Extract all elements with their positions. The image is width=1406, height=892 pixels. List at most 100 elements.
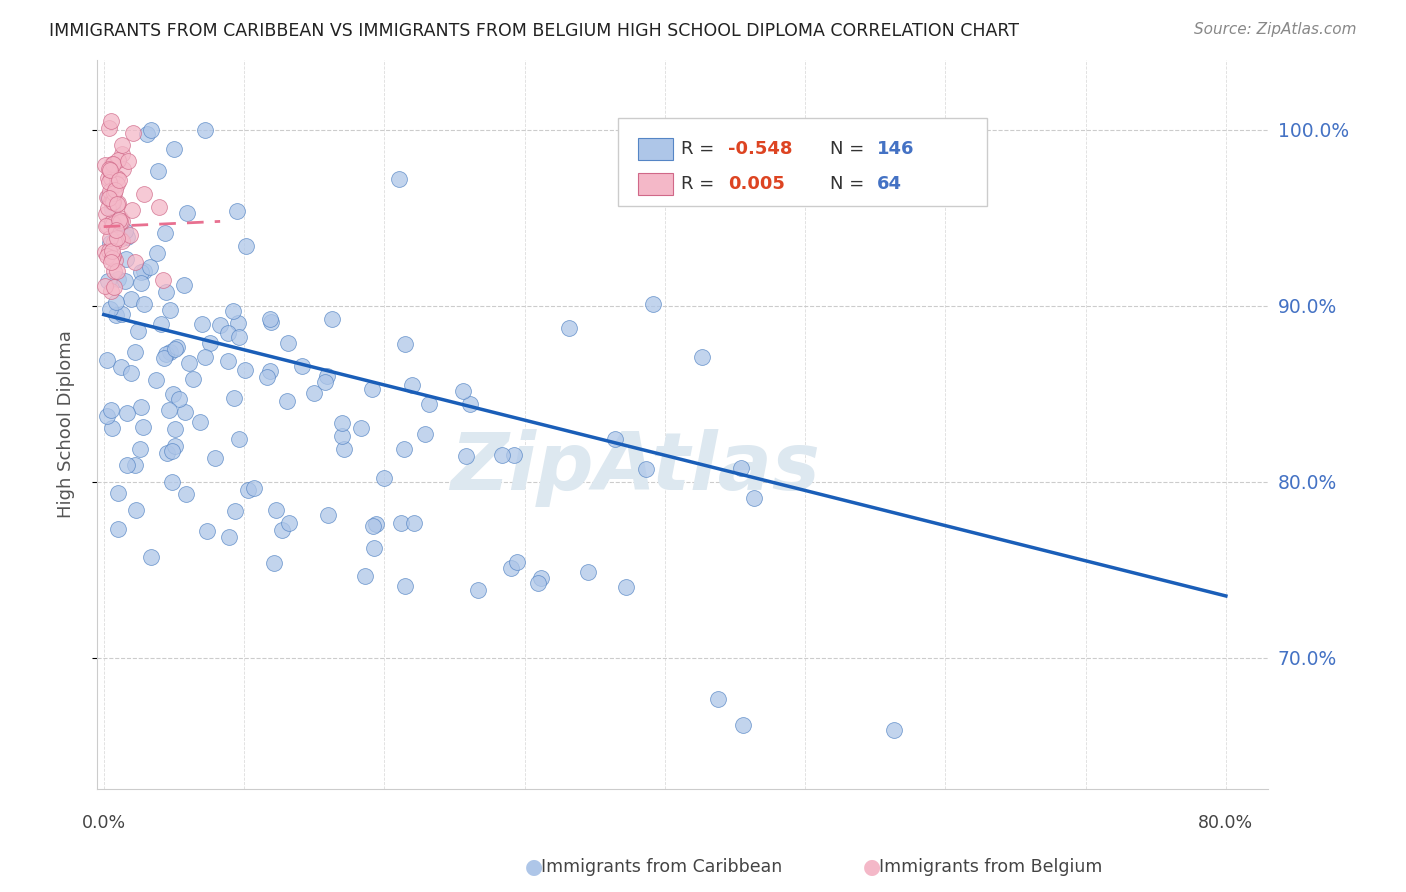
Point [96, 352, 118, 367]
Text: ●: ● [526, 857, 543, 877]
Point [361, 518, 384, 533]
Point [188, 415, 211, 429]
Point [111, 161, 134, 176]
Point [107, 522, 129, 536]
Point [364, 517, 387, 532]
Point [103, 280, 125, 294]
Point [94, 219, 117, 233]
Point [97, 274, 120, 288]
Text: 80.0%: 80.0% [1198, 814, 1254, 832]
Point [165, 439, 187, 453]
Point [104, 219, 127, 233]
Point [98, 302, 121, 317]
Point [101, 248, 124, 262]
Point [204, 450, 226, 465]
Point [155, 285, 177, 299]
Point [256, 370, 278, 384]
Point [361, 382, 384, 396]
Point [156, 445, 179, 459]
Point [100, 402, 122, 417]
Point [94, 158, 117, 172]
Point [117, 406, 139, 420]
Point [155, 347, 177, 361]
Point [157, 403, 180, 417]
Point [162, 387, 184, 401]
Point [226, 204, 249, 219]
Point [98, 230, 121, 244]
FancyBboxPatch shape [638, 138, 673, 161]
Point [98, 184, 121, 198]
Point [162, 142, 184, 156]
Point [148, 200, 170, 214]
Point [373, 470, 395, 484]
Point [134, 186, 156, 201]
Point [530, 571, 553, 585]
Point [260, 315, 283, 329]
Point [110, 232, 132, 246]
Point [110, 360, 132, 375]
Text: Immigrants from Belgium: Immigrants from Belgium [879, 858, 1102, 876]
Text: N =: N = [830, 140, 870, 159]
Point [105, 170, 128, 185]
Point [217, 326, 239, 340]
Point [235, 239, 257, 253]
Point [101, 421, 124, 435]
Point [226, 316, 249, 330]
Point [277, 335, 299, 350]
Point [100, 194, 122, 209]
Point [394, 579, 416, 593]
Point [302, 386, 325, 401]
Point [451, 384, 474, 398]
Point [97, 171, 120, 186]
Y-axis label: High School Diploma: High School Diploma [58, 331, 75, 518]
Point [173, 277, 195, 292]
Point [166, 340, 188, 354]
Point [159, 345, 181, 359]
Point [115, 458, 138, 473]
Point [107, 153, 129, 168]
Point [153, 351, 176, 366]
Point [107, 486, 129, 500]
Point [100, 170, 122, 185]
Text: ZipAtlas: ZipAtlas [450, 429, 821, 508]
Point [104, 183, 127, 197]
Text: 0.0%: 0.0% [82, 814, 125, 832]
FancyBboxPatch shape [638, 173, 673, 194]
Point [456, 449, 478, 463]
Point [107, 272, 129, 286]
Point [108, 212, 131, 227]
Point [605, 432, 627, 446]
Point [138, 260, 160, 275]
Point [176, 206, 198, 220]
Point [131, 276, 153, 290]
Point [103, 186, 125, 200]
Point [389, 516, 412, 531]
Point [330, 429, 353, 443]
Point [124, 344, 146, 359]
Point [107, 178, 129, 192]
Point [404, 516, 426, 531]
Point [103, 264, 125, 278]
Point [731, 718, 754, 732]
Point [228, 330, 250, 344]
Point [107, 197, 129, 211]
Point [394, 337, 416, 351]
Point [111, 307, 134, 321]
Point [179, 356, 201, 370]
Point [100, 215, 122, 229]
Point [125, 503, 148, 517]
Point [467, 582, 489, 597]
Point [222, 392, 245, 406]
Point [124, 254, 146, 268]
Point [259, 311, 281, 326]
Point [105, 264, 128, 278]
Point [576, 565, 599, 579]
Point [316, 508, 339, 522]
Point [134, 263, 156, 277]
Point [96, 190, 118, 204]
Point [105, 230, 128, 244]
Point [100, 251, 122, 265]
Point [97, 121, 120, 136]
Point [136, 127, 159, 141]
Point [707, 692, 730, 706]
